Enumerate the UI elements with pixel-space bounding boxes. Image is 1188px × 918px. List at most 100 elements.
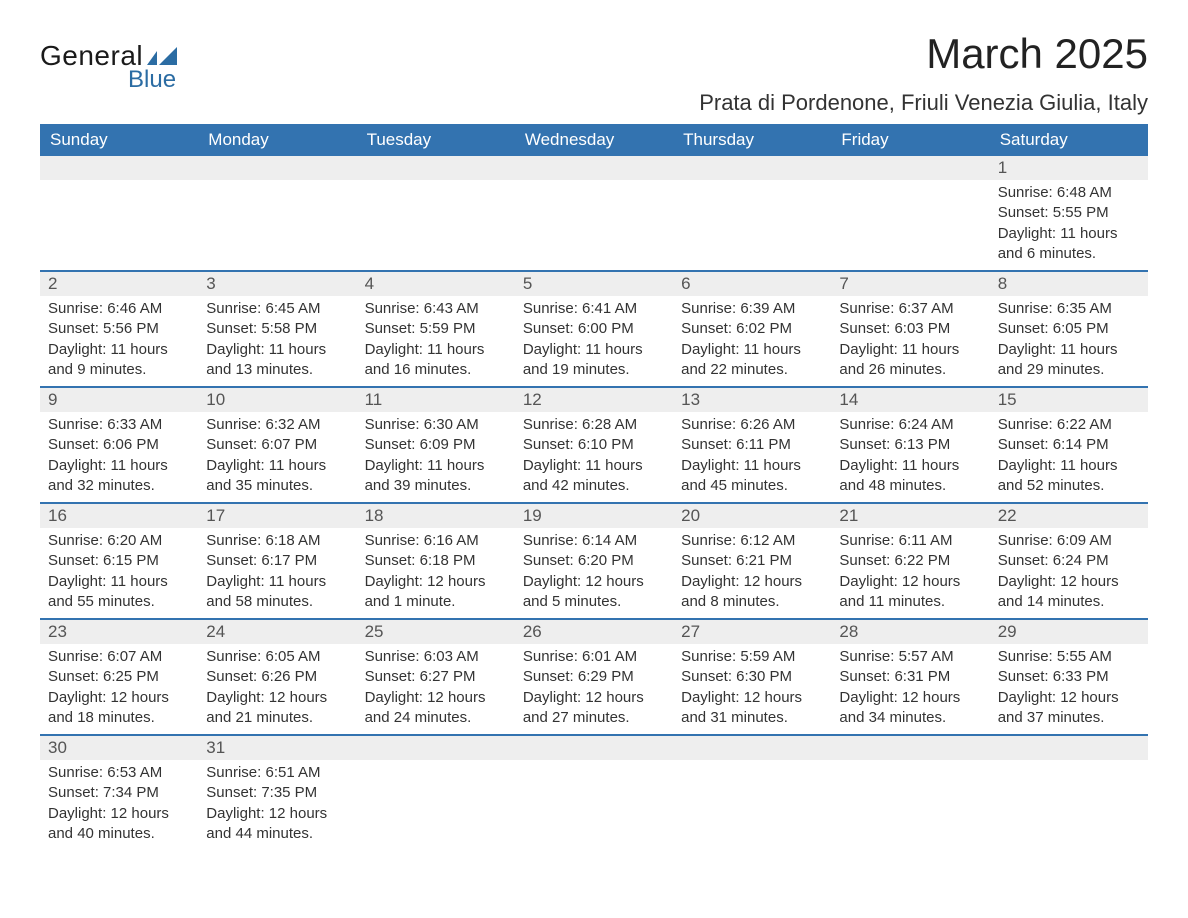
- day-data-cell: Sunrise: 6:07 AMSunset: 6:25 PMDaylight:…: [40, 644, 198, 735]
- daylight: Daylight: 11 hours and 39 minutes.: [365, 456, 507, 497]
- day-data-cell: [515, 180, 673, 271]
- sunset: Sunset: 6:13 PM: [839, 435, 981, 455]
- sunrise: Sunrise: 6:37 AM: [839, 299, 981, 319]
- daylight: Daylight: 12 hours and 11 minutes.: [839, 572, 981, 613]
- day-data-cell: Sunrise: 6:12 AMSunset: 6:21 PMDaylight:…: [673, 528, 831, 619]
- day-data-cell: [990, 760, 1148, 850]
- day-data-cell: Sunrise: 6:03 AMSunset: 6:27 PMDaylight:…: [357, 644, 515, 735]
- sunrise: Sunrise: 5:57 AM: [839, 647, 981, 667]
- daylight: Daylight: 12 hours and 40 minutes.: [48, 804, 190, 845]
- sunset: Sunset: 6:06 PM: [48, 435, 190, 455]
- day-number-cell: [198, 156, 356, 180]
- sunset: Sunset: 6:25 PM: [48, 667, 190, 687]
- day-number-cell: 3: [198, 271, 356, 296]
- day-number-cell: 24: [198, 619, 356, 644]
- day-data-cell: Sunrise: 6:46 AMSunset: 5:56 PMDaylight:…: [40, 296, 198, 387]
- day-number-cell: 29: [990, 619, 1148, 644]
- weekday-header: Sunday: [40, 124, 198, 156]
- day-number-cell: 13: [673, 387, 831, 412]
- day-data-cell: [357, 760, 515, 850]
- sunrise: Sunrise: 6:03 AM: [365, 647, 507, 667]
- day-number-cell: 14: [831, 387, 989, 412]
- sunset: Sunset: 6:07 PM: [206, 435, 348, 455]
- title-block: March 2025 Prata di Pordenone, Friuli Ve…: [699, 30, 1148, 116]
- weekday-header: Monday: [198, 124, 356, 156]
- day-number-cell: 9: [40, 387, 198, 412]
- weekday-header: Wednesday: [515, 124, 673, 156]
- sunrise: Sunrise: 6:14 AM: [523, 531, 665, 551]
- day-data-cell: Sunrise: 6:37 AMSunset: 6:03 PMDaylight:…: [831, 296, 989, 387]
- weekday-header: Tuesday: [357, 124, 515, 156]
- day-number-cell: 27: [673, 619, 831, 644]
- sunset: Sunset: 6:17 PM: [206, 551, 348, 571]
- daylight: Daylight: 12 hours and 21 minutes.: [206, 688, 348, 729]
- day-data-cell: Sunrise: 6:20 AMSunset: 6:15 PMDaylight:…: [40, 528, 198, 619]
- day-number-cell: 31: [198, 735, 356, 760]
- calendar-header: SundayMondayTuesdayWednesdayThursdayFrid…: [40, 124, 1148, 156]
- daylight: Daylight: 12 hours and 31 minutes.: [681, 688, 823, 729]
- day-data-cell: Sunrise: 6:35 AMSunset: 6:05 PMDaylight:…: [990, 296, 1148, 387]
- daylight: Daylight: 12 hours and 27 minutes.: [523, 688, 665, 729]
- sunrise: Sunrise: 6:30 AM: [365, 415, 507, 435]
- day-number-cell: 25: [357, 619, 515, 644]
- day-data-cell: Sunrise: 5:55 AMSunset: 6:33 PMDaylight:…: [990, 644, 1148, 735]
- sunset: Sunset: 6:27 PM: [365, 667, 507, 687]
- daylight: Daylight: 11 hours and 58 minutes.: [206, 572, 348, 613]
- sunrise: Sunrise: 6:45 AM: [206, 299, 348, 319]
- daylight: Daylight: 12 hours and 18 minutes.: [48, 688, 190, 729]
- day-data-cell: Sunrise: 6:45 AMSunset: 5:58 PMDaylight:…: [198, 296, 356, 387]
- weekday-header: Friday: [831, 124, 989, 156]
- daylight: Daylight: 12 hours and 14 minutes.: [998, 572, 1140, 613]
- day-data-cell: Sunrise: 6:30 AMSunset: 6:09 PMDaylight:…: [357, 412, 515, 503]
- day-data-cell: Sunrise: 6:48 AMSunset: 5:55 PMDaylight:…: [990, 180, 1148, 271]
- sunrise: Sunrise: 6:46 AM: [48, 299, 190, 319]
- logo-flag-icon: [147, 47, 177, 65]
- sunset: Sunset: 6:10 PM: [523, 435, 665, 455]
- logo-text-blue: Blue: [128, 66, 176, 94]
- day-data-cell: Sunrise: 6:39 AMSunset: 6:02 PMDaylight:…: [673, 296, 831, 387]
- day-number-cell: [515, 735, 673, 760]
- sunrise: Sunrise: 6:01 AM: [523, 647, 665, 667]
- day-data-cell: Sunrise: 6:18 AMSunset: 6:17 PMDaylight:…: [198, 528, 356, 619]
- day-number-cell: 8: [990, 271, 1148, 296]
- sunset: Sunset: 7:35 PM: [206, 783, 348, 803]
- day-number-cell: 17: [198, 503, 356, 528]
- sunrise: Sunrise: 6:41 AM: [523, 299, 665, 319]
- daylight: Daylight: 12 hours and 1 minute.: [365, 572, 507, 613]
- day-data-cell: [515, 760, 673, 850]
- day-number-cell: 22: [990, 503, 1148, 528]
- day-number-cell: 4: [357, 271, 515, 296]
- day-number-cell: 28: [831, 619, 989, 644]
- sunrise: Sunrise: 6:28 AM: [523, 415, 665, 435]
- day-number-cell: 2: [40, 271, 198, 296]
- sunrise: Sunrise: 6:33 AM: [48, 415, 190, 435]
- daylight: Daylight: 12 hours and 24 minutes.: [365, 688, 507, 729]
- sunset: Sunset: 6:30 PM: [681, 667, 823, 687]
- sunrise: Sunrise: 6:24 AM: [839, 415, 981, 435]
- daylight: Daylight: 11 hours and 19 minutes.: [523, 340, 665, 381]
- sunrise: Sunrise: 6:07 AM: [48, 647, 190, 667]
- day-number-cell: [357, 735, 515, 760]
- sunset: Sunset: 6:21 PM: [681, 551, 823, 571]
- day-data-cell: Sunrise: 6:28 AMSunset: 6:10 PMDaylight:…: [515, 412, 673, 503]
- sunset: Sunset: 6:02 PM: [681, 319, 823, 339]
- sunset: Sunset: 6:24 PM: [998, 551, 1140, 571]
- sunset: Sunset: 5:56 PM: [48, 319, 190, 339]
- sunset: Sunset: 6:33 PM: [998, 667, 1140, 687]
- sunset: Sunset: 6:00 PM: [523, 319, 665, 339]
- day-number-cell: 15: [990, 387, 1148, 412]
- day-data-cell: Sunrise: 6:26 AMSunset: 6:11 PMDaylight:…: [673, 412, 831, 503]
- sunset: Sunset: 5:59 PM: [365, 319, 507, 339]
- day-data-cell: [357, 180, 515, 271]
- day-number-cell: 21: [831, 503, 989, 528]
- daylight: Daylight: 12 hours and 37 minutes.: [998, 688, 1140, 729]
- day-data-cell: Sunrise: 6:01 AMSunset: 6:29 PMDaylight:…: [515, 644, 673, 735]
- sunrise: Sunrise: 6:16 AM: [365, 531, 507, 551]
- daylight: Daylight: 12 hours and 44 minutes.: [206, 804, 348, 845]
- daylight: Daylight: 11 hours and 22 minutes.: [681, 340, 823, 381]
- day-data-cell: Sunrise: 6:43 AMSunset: 5:59 PMDaylight:…: [357, 296, 515, 387]
- sunset: Sunset: 5:55 PM: [998, 203, 1140, 223]
- day-number-cell: [673, 156, 831, 180]
- day-number-cell: [673, 735, 831, 760]
- day-number-cell: [40, 156, 198, 180]
